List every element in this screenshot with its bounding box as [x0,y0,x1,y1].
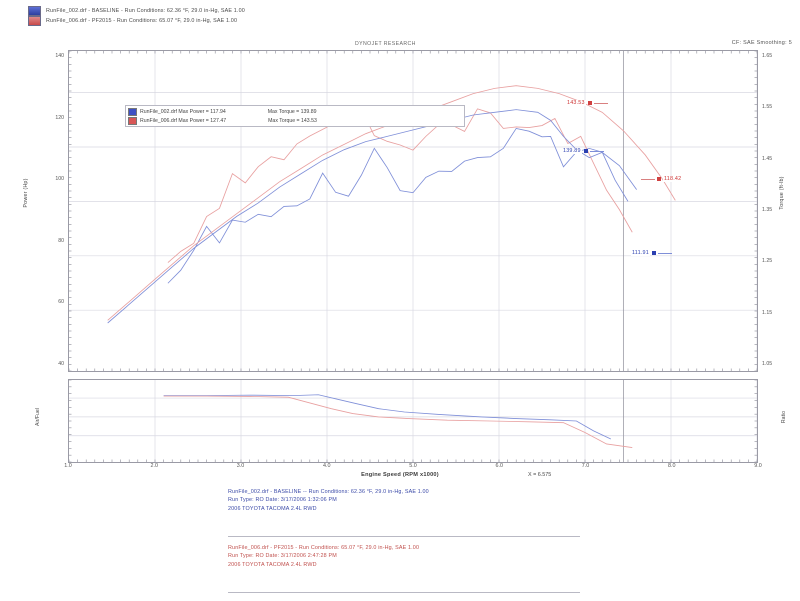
y-tick-right: 1.55 [762,104,773,111]
series-stats-torque: Max Torque = 143.53 [268,117,317,124]
annotation-power-red: 118.42 [641,176,683,182]
footer-line: RunFile_002.drf - BASELINE -- Run Condit… [228,489,429,495]
y-tick-right: 1.25 [762,258,773,265]
y-tick-left: 60 [58,299,64,306]
annotation-marker-icon [651,251,656,255]
y-tick-left: 40 [58,361,64,367]
annotation-value: 143.53 [566,100,586,106]
cursor-x-readout: X = 6.575 [528,472,552,478]
x-tick: 5.0 [409,463,417,469]
chart-header-info: CF: SAE Smoothing: 5 [731,40,792,46]
run-legend-item: RunFile_006.drf - PF2015 - Run Condition… [28,16,548,26]
x-tick: 7.0 [581,463,590,469]
footer-line: Run Type: RO Date: 3/17/2006 1:32:06 PM [228,497,337,504]
annotation-leader [589,150,604,152]
run-legend-label: RunFile_006.drf - PF2015 - Run Condition… [46,18,238,24]
annotation-power-blue: 111.91 [631,250,672,256]
run-legend-item: RunFile_002.drf - BASELINE - Run Conditi… [28,6,548,16]
footer-divider [228,536,580,537]
series-stats-legend: RunFile_002.drf Max Power = 117.94 Max T… [125,105,465,127]
footer-run-blue: RunFile_002.drf - BASELINE -- Run Condit… [228,488,429,513]
annotation-torque-red: 143.53 [566,100,608,106]
afr-y-axis-title: Air/Fuel [35,408,41,426]
y-tick-right: 1.65 [762,53,773,59]
run-color-swatch-blue-icon [28,6,41,16]
x-tick: 2.0 [150,463,159,469]
annotation-value: 139.89 [562,148,582,154]
annotation-marker-icon [587,101,592,105]
series-stats-row: RunFile_006.drf Max Power = 127.47 Max T… [128,116,462,125]
run-legend: RunFile_002.drf - BASELINE - Run Conditi… [28,6,548,26]
x-tick: 4.0 [323,463,331,469]
y-tick-right: 1.05 [762,361,773,367]
y-tick-left: 120 [55,114,64,121]
air-fuel-ratio-plot [68,379,758,463]
x-tick: 1.0 [64,463,72,469]
y-axis-title-left: Power (Hp) [23,178,29,208]
y-tick-right: 1.35 [762,207,773,213]
annotation-marker-icon [583,149,588,153]
run-color-swatch-red-icon [28,16,41,26]
footer-line: 2006 TOYOTA TACOMA 2.4L RWD [228,505,317,512]
power-torque-plot: RunFile_002.drf Max Power = 117.94 Max T… [68,50,758,372]
footer-line: RunFile_006.drf - PF2015 - Run Condition… [228,545,420,551]
x-tick: 6.0 [495,463,504,469]
annotation-value: 111.91 [631,250,650,256]
series-stats-torque: Max Torque = 139.89 [267,108,317,115]
afr-series-line [163,395,633,448]
x-tick: 8.0 [668,463,676,469]
footer-line: 2006 TOYOTA TACOMA 2.4L RWD [228,561,317,568]
footer-line: Run Type: RO Date: 3/17/2006 2:47:28 PM [228,553,337,560]
series-swatch-blue-icon [128,107,137,116]
series-stats-row: RunFile_002.drf Max Power = 117.94 Max T… [128,107,462,116]
annotation-leader [641,178,655,180]
y-tick-right: 1.15 [762,309,773,316]
series-line [167,127,629,284]
x-tick: 9.0 [754,463,762,469]
y-tick-left: 140 [55,53,64,59]
plot-canvas [69,51,757,371]
footer-run-red: RunFile_006.drf - PF2015 - Run Condition… [228,544,419,569]
annotation-leader [657,252,672,254]
annotation-marker-icon [657,177,661,181]
series-line [167,108,633,263]
annotation-value: 118.42 [663,176,683,182]
series-swatch-red-icon [128,116,137,125]
y-tick-right: 1.45 [762,155,773,162]
y-tick-left: 80 [58,237,64,244]
annotation-leader [593,102,608,104]
afr-series-line [163,394,612,440]
afr-y-axis-title-right: Ratio [781,410,787,424]
annotation-torque-blue: 139.89 [562,148,604,154]
x-tick: 3.0 [236,463,245,469]
series-line [107,109,637,324]
series-stats-power: RunFile_006.drf Max Power = 127.47 [140,117,227,124]
series-stats-power: RunFile_002.drf Max Power = 117.94 [140,108,226,115]
y-tick-left: 100 [55,176,64,183]
run-legend-label: RunFile_002.drf - BASELINE - Run Conditi… [46,8,245,14]
x-axis-title: Engine Speed (RPM x1000) [361,472,439,478]
afr-canvas [69,380,757,462]
y-axis-title-right: Torque (ft-lb) [779,176,785,210]
footer-divider [228,592,580,593]
chart-brand-title: DYNOJET RESEARCH [355,41,416,47]
